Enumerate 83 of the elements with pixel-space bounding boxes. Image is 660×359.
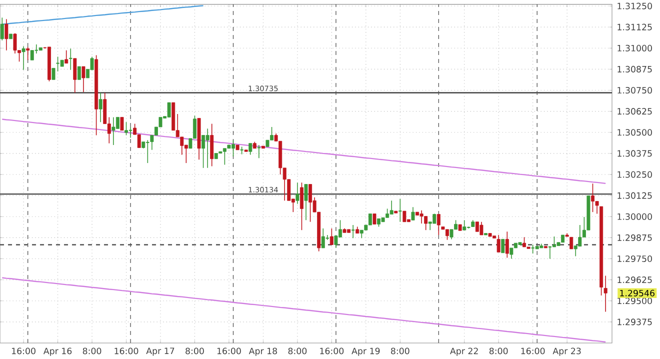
y-tick-label: 1.31000 [618,44,652,52]
text: 1.29546 [620,290,654,296]
candlestick [0,17,4,41]
x-tick-label: 16:00 [12,348,36,354]
y-tick-label: 1.30125 [618,192,652,199]
x-tick-label: Apr 19 [352,348,380,356]
candlestick [501,238,505,254]
candlestick [82,66,86,93]
candlestick [398,198,402,222]
candlestick [570,236,574,250]
candlestick [604,275,608,312]
candlestick [146,140,150,164]
x-tick-label: Apr 22 [450,348,478,356]
candlestick [402,210,406,222]
candlestick [445,229,449,240]
candlestick [462,220,466,230]
candlestick [120,116,124,131]
y-tick-label: 1.29750 [618,255,652,262]
candlestick [321,228,325,248]
y-tick-label: 1.30625 [618,108,652,115]
candlestick [116,116,120,130]
candlestick [480,221,484,236]
x-tick-label: 8:00 [288,348,307,354]
x-tick-label: 16:00 [521,348,545,354]
candlestick [112,116,116,146]
candlestick [411,206,415,221]
x-tick-label: Apr 16 [43,348,72,356]
candlestick [73,58,77,94]
y-tick-label: 1.30250 [618,171,652,178]
candlestick [304,184,308,221]
x-tick-label: 16:00 [114,348,138,354]
candlestick [64,50,68,64]
candlestick [390,200,394,215]
x-tick-label: 16:00 [320,348,344,354]
y-tick-label: 1.31125 [618,24,652,30]
x-tick-label: 8:00 [82,348,102,354]
x-tick-label: Apr 18 [248,348,277,356]
x-tick-label: Apr 17 [146,348,174,356]
candlestick [26,46,30,60]
y-tick-label: 1.29375 [618,318,652,326]
candlestick [436,214,440,236]
x-tick-label: 8:00 [391,348,410,354]
candlestick [202,134,206,168]
candlestick [505,231,509,258]
candlestick [128,126,133,138]
candlestick [351,224,356,239]
candlestick [308,184,312,222]
y-tick-label: 1.30500 [618,129,652,136]
candlestick [248,142,252,156]
candlestick [124,122,128,136]
candlestick [52,68,56,80]
candlestick [548,246,552,260]
y-tick-label: 1.29625 [618,276,652,284]
candlestick [256,144,262,159]
candlestick [98,92,102,122]
y-tick-label: 1.31250 [618,2,652,10]
y-tick-label: 1.30875 [618,66,652,72]
candlestick [77,66,81,80]
candlestick [578,224,582,247]
candlestick [522,236,526,248]
candlestick [167,102,171,118]
candlestick [206,128,210,168]
y-tick-label: 1.30000 [618,213,652,220]
candlestick [420,210,424,224]
x-tick-label: 8:00 [489,348,508,354]
x-tick-label: 16:00 [217,348,241,354]
candlestick [210,123,214,167]
candlestick [4,18,8,51]
x-tick-label: 8:00 [186,348,204,354]
x-tick-label: Apr 23 [552,348,581,356]
candlestick [56,56,60,72]
y-tick-label: 1.30375 [618,150,652,157]
y-tick-label: 1.30750 [618,86,652,94]
candlestick [300,182,304,230]
candlestick [496,234,500,253]
candlestick [372,213,376,225]
candlestick [13,32,17,54]
y-tick-label: 1.29875 [618,234,652,241]
candlestick [68,48,73,70]
candlestick [296,182,300,204]
candlestick [22,46,26,70]
candlestick [330,228,334,246]
candlestick [30,50,34,60]
